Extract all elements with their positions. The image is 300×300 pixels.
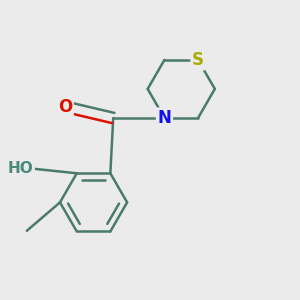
Text: N: N	[158, 109, 171, 127]
Text: S: S	[192, 51, 204, 69]
Text: O: O	[58, 98, 72, 116]
Text: HO: HO	[8, 161, 33, 176]
